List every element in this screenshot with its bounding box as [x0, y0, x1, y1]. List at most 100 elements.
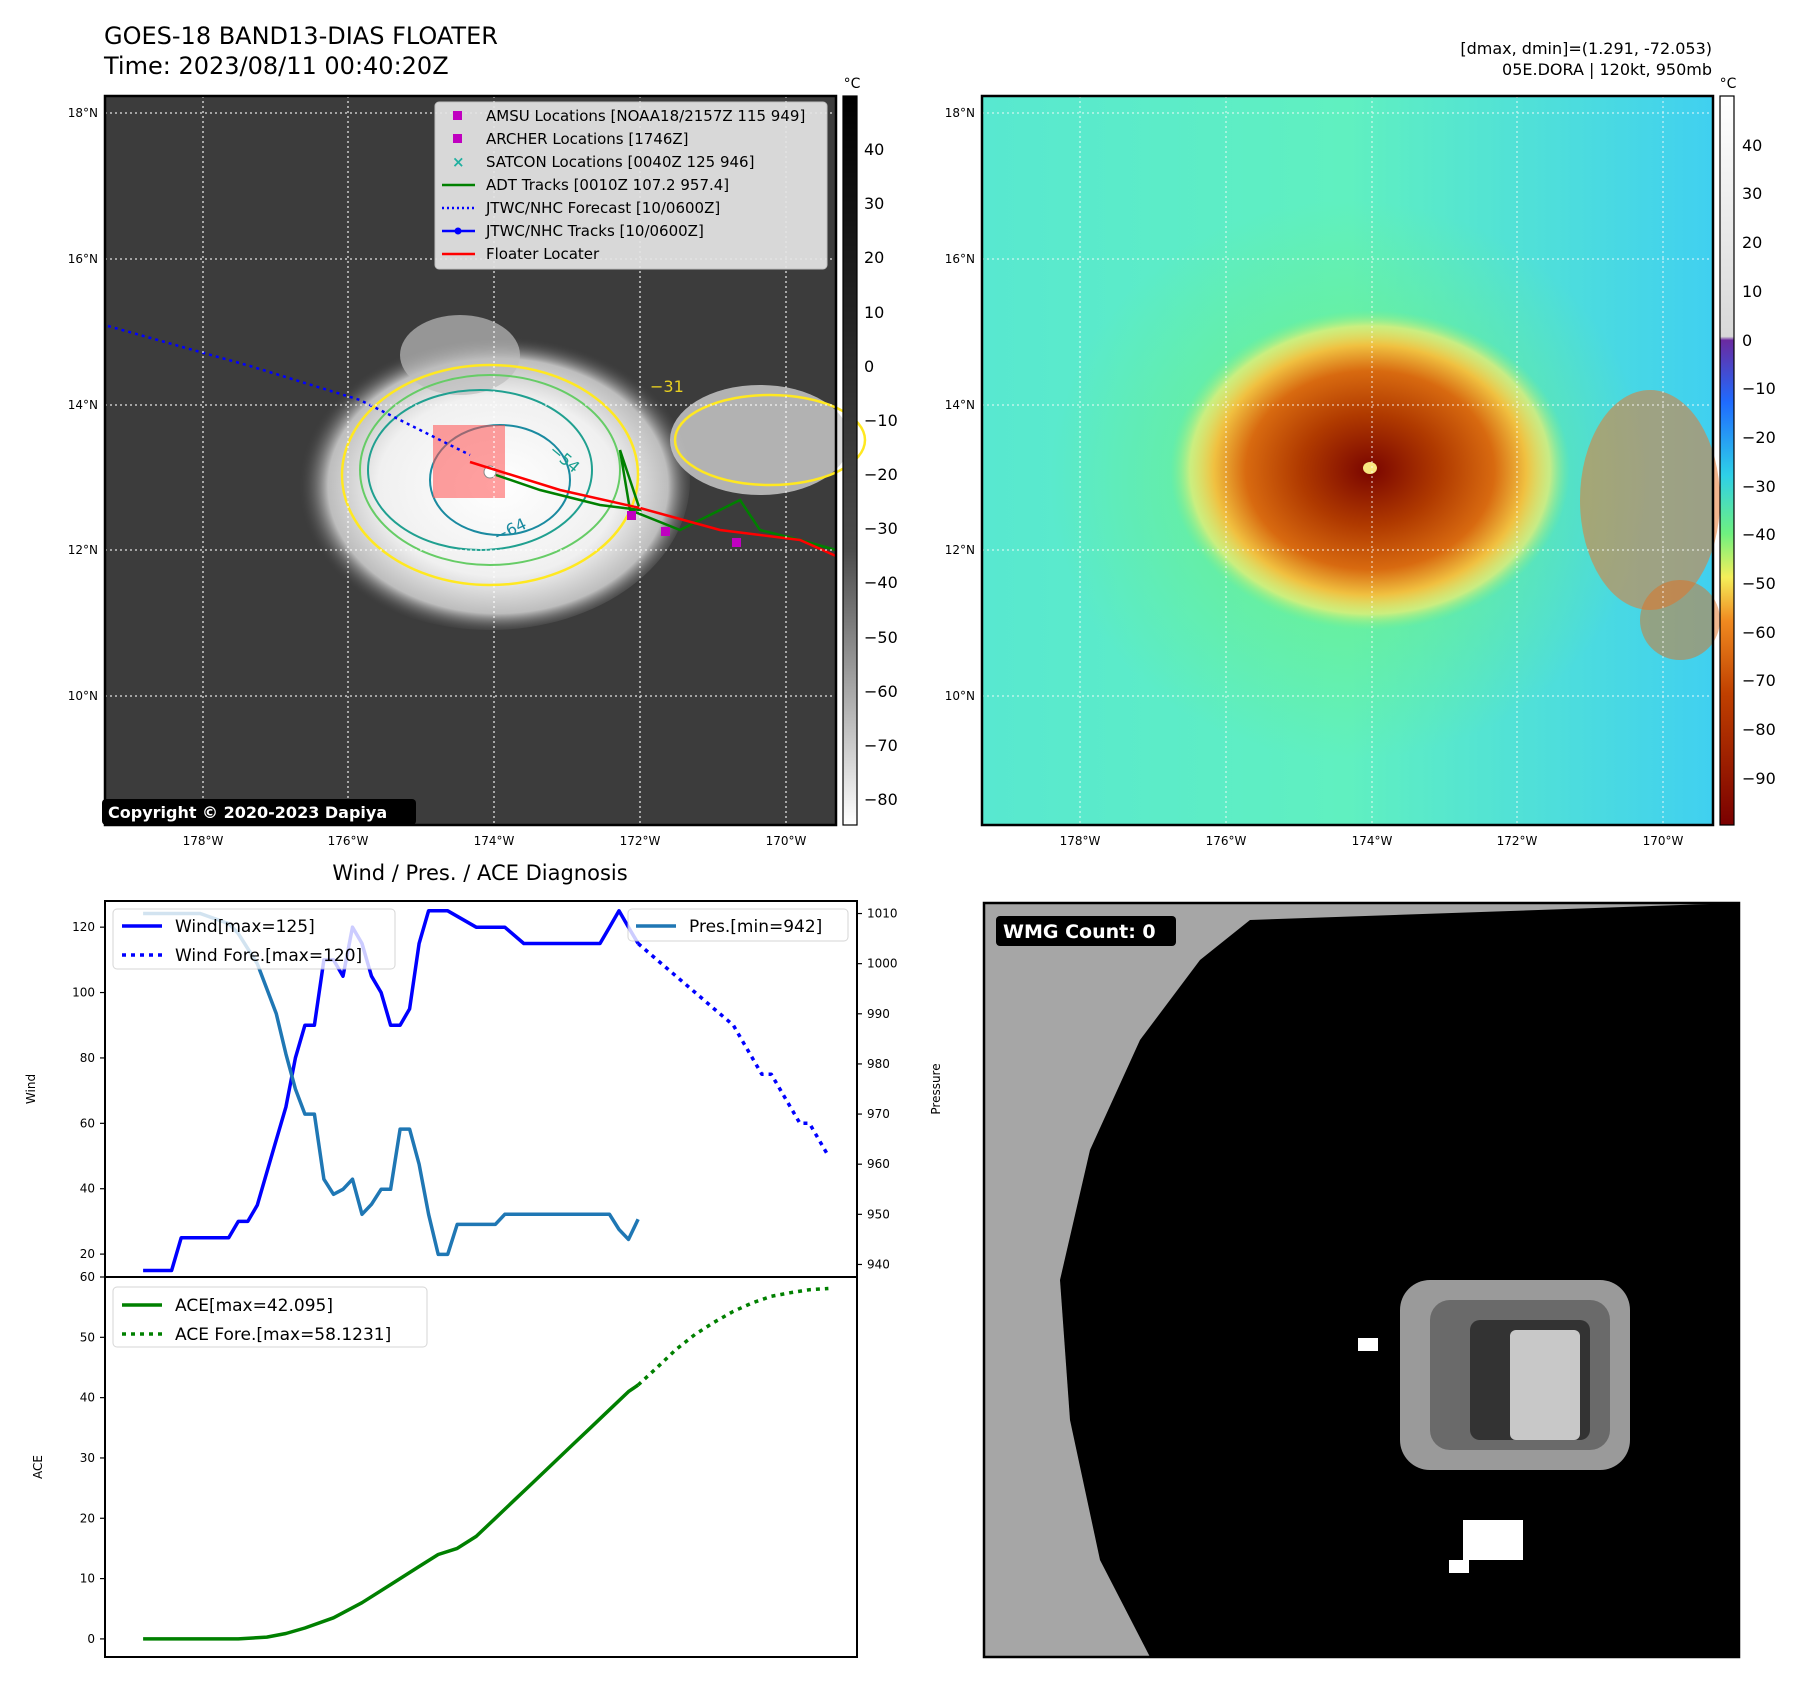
legend-jtwc-forecast: JTWC/NHC Forecast [10/0600Z]: [485, 199, 720, 217]
color-lat-16: 16°N: [945, 252, 975, 266]
pressure-legend: Pres.[min=942]: [627, 908, 849, 942]
svg-text:−40: −40: [1742, 525, 1776, 544]
ir-lon-176: 176°W: [328, 834, 369, 848]
dmax-dmin-label: [dmax, dmin]=(1.291, -72.053): [1460, 39, 1712, 58]
color-lon-172: 172°W: [1497, 834, 1538, 848]
wmg-dark-region: [1060, 903, 1739, 1657]
pressure-tick-label: 970: [867, 1107, 890, 1121]
color-lat-14: 14°N: [945, 398, 975, 412]
svg-text:10: 10: [864, 303, 884, 322]
wind-legend: Wind[max=125] Wind Fore.[max=120]: [112, 908, 396, 970]
ir-satellite-panel: −31 −54 −64 18°N: [68, 76, 898, 848]
svg-text:20: 20: [864, 248, 884, 267]
ir-lat-12: 12°N: [68, 543, 98, 557]
ir-lon-174: 174°W: [474, 834, 515, 848]
svg-text:0: 0: [864, 357, 874, 376]
ace-tick-label: 10: [80, 1572, 95, 1586]
svg-text:−50: −50: [864, 628, 898, 647]
color-lat-10: 10°N: [945, 689, 975, 703]
color-colorbar-unit: °C: [1720, 76, 1737, 92]
pressure-axis-label: Pressure: [929, 1063, 943, 1114]
svg-text:−20: −20: [1742, 428, 1776, 447]
ir-lat-16: 16°N: [68, 252, 98, 266]
svg-text:−80: −80: [1742, 720, 1776, 739]
svg-text:−60: −60: [864, 682, 898, 701]
color-lon-176: 176°W: [1206, 834, 1247, 848]
svg-text:30: 30: [864, 194, 884, 213]
svg-text:−40: −40: [864, 573, 898, 592]
svg-text:20: 20: [1742, 233, 1762, 252]
ir-lon-170: 170°W: [766, 834, 807, 848]
pressure-tick-label: 950: [867, 1207, 890, 1221]
ace-tick-label: 40: [80, 1391, 95, 1405]
wind-forecast-line: [636, 942, 830, 1157]
color-enhanced-panel: 18°N 16°N 14°N 12°N 10°N 178°W 176°W 174…: [945, 76, 1776, 848]
ace-tick-label: 30: [80, 1451, 95, 1465]
color-lat-18: 18°N: [945, 106, 975, 120]
ir-legend: AMSU Locations [NOAA18/2157Z 115 949] AR…: [434, 101, 828, 270]
ir-lon-178: 178°W: [183, 834, 224, 848]
ace-legend: ACE[max=42.095] ACE Fore.[max=58.1231]: [112, 1286, 428, 1348]
adt-track: [495, 449, 837, 552]
ace-forecast-line: [636, 1286, 829, 1387]
pressure-tick-label: 990: [867, 1007, 890, 1021]
legend-satcon: SATCON Locations [0040Z 125 946]: [486, 153, 754, 171]
pressure-tick-label: 1010: [867, 907, 898, 921]
svg-text:−80: −80: [864, 790, 898, 809]
svg-text:−10: −10: [1742, 379, 1776, 398]
svg-text:40: 40: [1742, 136, 1762, 155]
ir-colorbar-unit: °C: [844, 76, 861, 92]
contour-yellow: [340, 363, 640, 587]
wind-pressure-chart: Wind Pressure 20 40 60 80 100 120 940 950 960 97…: [24, 900, 943, 1278]
legend-adt: ADT Tracks [0010Z 107.2 957.4]: [486, 176, 729, 194]
wind-tick-label: 100: [72, 986, 95, 1000]
color-lon-174: 174°W: [1352, 834, 1393, 848]
pressure-tick-label: 940: [867, 1257, 890, 1271]
svg-text:−60: −60: [1742, 623, 1776, 642]
svg-text:10: 10: [1742, 282, 1762, 301]
storm-label: 05E.DORA | 120kt, 950mb: [1502, 60, 1712, 79]
svg-text:−10: −10: [864, 411, 898, 430]
svg-text:×: ×: [452, 153, 465, 171]
pressure-tick-label: 1000: [867, 957, 898, 971]
legend-wind-fore: Wind Fore.[max=120]: [175, 946, 362, 966]
archer-marker: [661, 527, 670, 536]
ir-colorbar-ticks: 40 30 20 10 0 −10 −20 −30 −40 −50 −60 −7…: [864, 140, 898, 809]
color-lat-12: 12°N: [945, 543, 975, 557]
ir-lat-14: 14°N: [68, 398, 98, 412]
svg-text:−30: −30: [864, 519, 898, 538]
legend-amsu: AMSU Locations [NOAA18/2157Z 115 949]: [486, 107, 805, 125]
color-colorbar: [1719, 95, 1735, 826]
floater-box: [433, 425, 505, 498]
diagnosis-title: Wind / Pres. / ACE Diagnosis: [332, 861, 627, 885]
color-lon-170: 170°W: [1643, 834, 1684, 848]
ir-colorbar: [842, 95, 858, 826]
ir-lat-18: 18°N: [68, 106, 98, 120]
color-lon-178: 178°W: [1060, 834, 1101, 848]
figure-title: GOES-18 BAND13-DIAS FLOATER: [104, 22, 498, 50]
contour-label-31: −31: [650, 377, 684, 396]
ir-lon-172: 172°W: [620, 834, 661, 848]
svg-text:−20: −20: [864, 465, 898, 484]
legend-ace-fore: ACE Fore.[max=58.1231]: [175, 1325, 391, 1345]
copyright-badge: [102, 799, 416, 825]
pressure-tick-label: 960: [867, 1157, 890, 1171]
wind-tick-label: 20: [80, 1247, 95, 1261]
ace-axis-label: ACE: [31, 1455, 45, 1479]
wind-tick-label: 80: [80, 1051, 95, 1065]
floater-locater-track: [469, 460, 837, 558]
wind-tick-label: 120: [72, 920, 95, 934]
wmg-count-text: WMG Count: 0: [1003, 921, 1156, 943]
pressure-line: [143, 911, 640, 1257]
wmg-count-badge: [996, 916, 1176, 946]
legend-pressure: Pres.[min=942]: [689, 917, 822, 937]
wind-axis-label: Wind: [24, 1074, 38, 1104]
svg-text:−50: −50: [1742, 574, 1776, 593]
color-storm-eye: [1363, 462, 1377, 474]
svg-text:−30: −30: [1742, 477, 1776, 496]
svg-text:−70: −70: [1742, 671, 1776, 690]
legend-ace: ACE[max=42.095]: [175, 1296, 333, 1316]
figure-time: Time: 2023/08/11 00:40:20Z: [103, 52, 449, 80]
svg-text:−70: −70: [864, 736, 898, 755]
